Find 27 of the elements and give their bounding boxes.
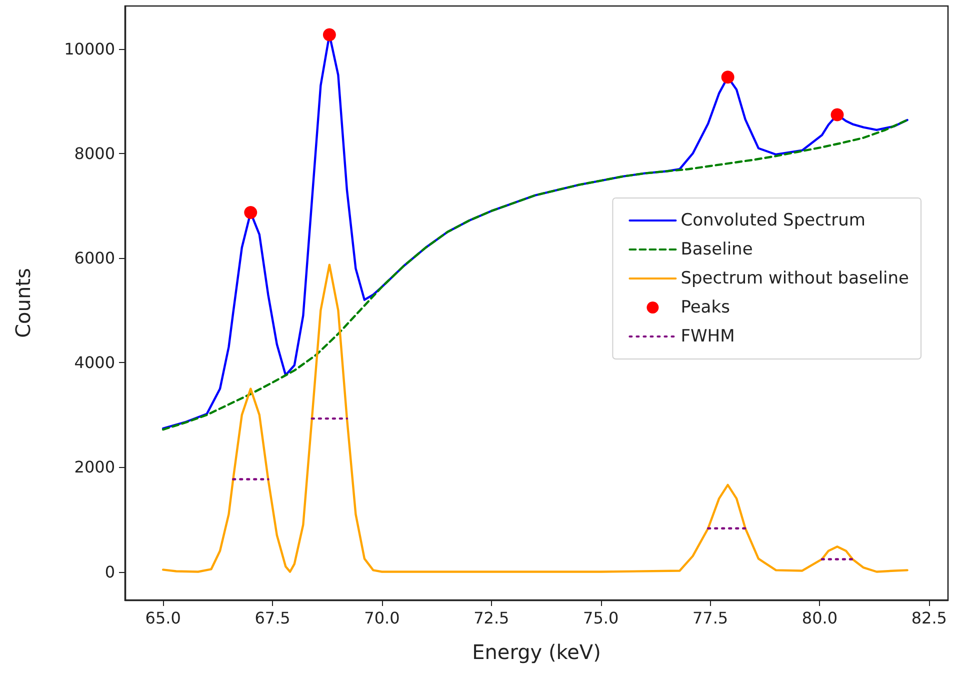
x-tick-label: 82.5	[911, 608, 947, 628]
y-axis-title: Counts	[11, 268, 35, 338]
x-tick-label: 72.5	[474, 608, 510, 628]
point	[244, 206, 258, 220]
line-series	[162, 118, 908, 431]
point	[721, 70, 734, 84]
x-tick-label: 77.5	[692, 608, 728, 628]
y-tick-label: 2000	[74, 458, 115, 477]
legend-label: Convoluted Spectrum	[680, 210, 866, 230]
y-tick-label: 10000	[64, 39, 115, 58]
y-tick-label: 0	[104, 562, 115, 582]
legend-label: Spectrum without baseline	[680, 268, 909, 288]
legend-label: Peaks	[680, 298, 730, 318]
y-tick-label: 6000	[74, 248, 115, 268]
legend-label: FWHM	[680, 326, 735, 346]
y-tick-label: 4000	[74, 353, 115, 372]
x-tick-label: 75.0	[583, 608, 619, 628]
x-axis-title: Energy (keV)	[472, 640, 601, 664]
legend-label: Baseline	[680, 240, 753, 260]
point	[322, 28, 336, 42]
x-tick-label: 67.5	[254, 608, 290, 628]
x-tick-label: 80.0	[802, 608, 838, 628]
line-series	[162, 264, 908, 573]
x-tick-label: 70.0	[364, 608, 400, 628]
y-tick-label: 8000	[74, 144, 115, 163]
point	[830, 108, 844, 122]
x-tick-label: 65.0	[145, 608, 181, 628]
